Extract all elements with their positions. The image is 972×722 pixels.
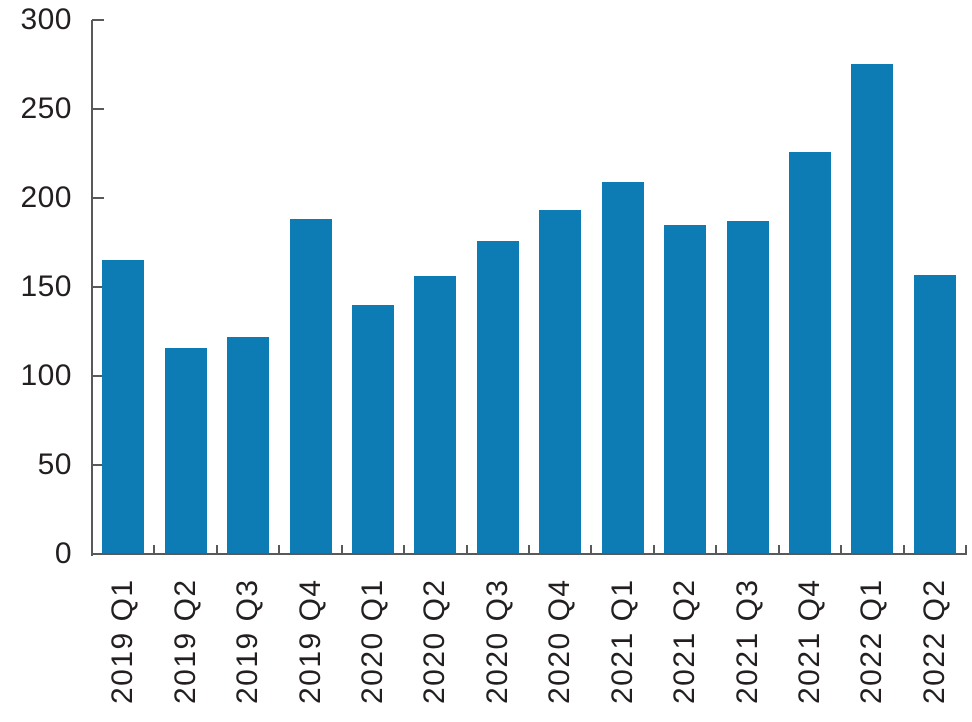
- x-category-label-text: 2021 Q2: [668, 578, 702, 704]
- x-tick: [465, 545, 468, 553]
- x-tick: [902, 545, 905, 553]
- y-tick-label: 50: [37, 448, 72, 481]
- x-category-label-text: 2019 Q2: [168, 578, 202, 704]
- y-tick-label: 0: [54, 537, 72, 570]
- bar-2021-q2: [664, 225, 706, 554]
- x-category-label-text: 2022 Q1: [855, 578, 889, 704]
- x-tick: [153, 545, 156, 553]
- x-tick: [715, 545, 718, 553]
- x-tick: [278, 545, 281, 553]
- y-tick: [92, 375, 104, 377]
- x-category-label-text: 2019 Q3: [231, 578, 265, 704]
- y-tick: [92, 108, 104, 110]
- x-axis-line: [91, 553, 967, 555]
- bar-2020-q2: [414, 276, 456, 554]
- x-tick: [340, 545, 343, 553]
- x-tick: [965, 545, 967, 553]
- bar-2022-q2: [914, 275, 956, 554]
- x-category-label-text: 2020 Q4: [543, 578, 577, 704]
- y-tick-label: 200: [20, 181, 72, 214]
- y-axis-line: [91, 20, 93, 556]
- bar-2020-q4: [539, 210, 581, 554]
- y-tick-label: 100: [20, 359, 72, 392]
- x-tick: [403, 545, 406, 553]
- x-category-label-text: 2020 Q2: [418, 578, 452, 704]
- x-tick: [528, 545, 530, 553]
- y-tick: [92, 197, 104, 199]
- x-category-label-text: 2021 Q4: [792, 578, 826, 704]
- bar-2021-q3: [727, 221, 769, 554]
- y-tick-label: 300: [20, 3, 72, 36]
- bar-2021-q1: [602, 182, 644, 554]
- bar-2022-q1: [851, 64, 893, 554]
- x-category-label-text: 2019 Q4: [293, 578, 327, 704]
- x-category-label-text: 2021 Q3: [730, 578, 764, 704]
- y-tick-label: 250: [20, 92, 72, 125]
- bar-2020-q1: [352, 305, 394, 554]
- bar-2020-q3: [477, 241, 519, 554]
- bar-2021-q4: [789, 152, 831, 554]
- x-category-label-text: 2020 Q1: [355, 578, 389, 704]
- x-tick: [777, 545, 780, 553]
- bar-2019-q1: [102, 260, 144, 554]
- x-category-label-text: 2021 Q1: [605, 578, 639, 704]
- bar-2019-q2: [165, 348, 207, 554]
- y-tick: [92, 19, 104, 21]
- x-tick: [652, 545, 655, 553]
- y-tick: [92, 286, 104, 288]
- x-category-label-text: 2020 Q3: [480, 578, 514, 704]
- x-tick: [840, 545, 843, 553]
- y-tick-label: 150: [20, 270, 72, 303]
- x-category-label-text: 2022 Q2: [917, 578, 951, 704]
- x-tick: [590, 545, 593, 553]
- x-category-label-text: 2019 Q1: [106, 578, 140, 704]
- x-tick: [215, 545, 218, 553]
- y-tick: [92, 464, 104, 466]
- bar-2019-q4: [290, 219, 332, 554]
- bar-2019-q3: [227, 337, 269, 554]
